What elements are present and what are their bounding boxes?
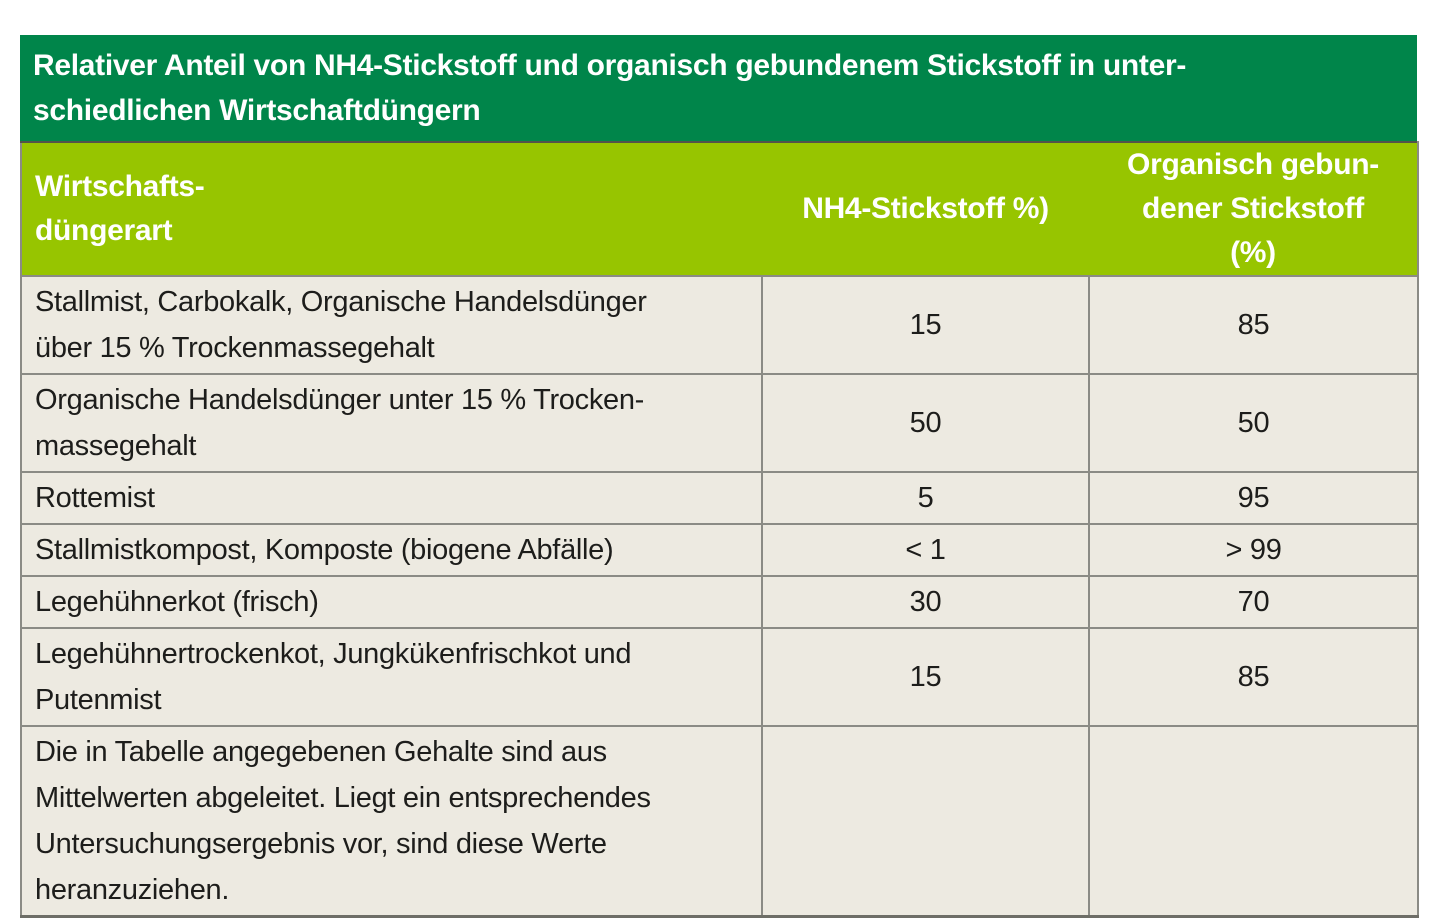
fertilizer-type-cell: Organische Handelsdünger unter 15 % Troc… [20, 373, 763, 473]
fertilizer-type-cell: Legehühnerkot (frisch) [20, 575, 763, 629]
table-body: Stallmist, Carbokalk, Organische Handels… [20, 275, 1419, 918]
organic-value-cell: 50 [1088, 373, 1419, 473]
table-row: Legehühnerkot (frisch) 30 70 [20, 575, 1419, 629]
table-row: Stallmistkompost, Komposte (biogene Abfä… [20, 523, 1419, 577]
table-header: Wirtschafts- düngerart NH4-Stickstoff %)… [21, 142, 1418, 276]
table-row: Legehühnertrockenkot, Jungkükenfrischkot… [20, 627, 1419, 727]
nh4-value-cell: < 1 [761, 523, 1090, 577]
data-table: Wirtschafts- düngerart NH4-Stickstoff %)… [20, 141, 1419, 918]
organic-value-cell: 85 [1088, 275, 1419, 375]
table-row: Stallmist, Carbokalk, Organische Handels… [20, 275, 1419, 375]
header-row: Wirtschafts- düngerart NH4-Stickstoff %)… [21, 142, 1418, 276]
fertilizer-type-cell: Legehühnertrockenkot, Jungkükenfrischkot… [20, 627, 763, 727]
nh4-value-cell: 5 [761, 471, 1090, 525]
fertilizer-type-cell: Stallmistkompost, Komposte (biogene Abfä… [20, 523, 763, 577]
column-header-fertilizer-type: Wirtschafts- düngerart [21, 142, 762, 276]
fertilizer-type-cell: Stallmist, Carbokalk, Organische Handels… [20, 275, 763, 375]
organic-value-cell: 85 [1088, 627, 1419, 727]
fertilizer-type-cell: Die in Tabelle angegebenen Gehalte sind … [20, 725, 763, 918]
column-header-organic-nitrogen: Organisch gebun- dener Stickstoff (%) [1089, 142, 1418, 276]
nh4-value-cell: 50 [761, 373, 1090, 473]
nh4-value-cell: 30 [761, 575, 1090, 629]
organic-value-cell: 95 [1088, 471, 1419, 525]
organic-value-cell: 70 [1088, 575, 1419, 629]
fertilizer-nitrogen-table: Relativer Anteil von NH4-Stickstoff und … [20, 35, 1419, 918]
organic-value-cell [1088, 725, 1419, 918]
nh4-value-cell: 15 [761, 627, 1090, 727]
table-title: Relativer Anteil von NH4-Stickstoff und … [20, 35, 1417, 141]
table-row: Organische Handelsdünger unter 15 % Troc… [20, 373, 1419, 473]
nh4-value-cell: 15 [761, 275, 1090, 375]
table-row: Die in Tabelle angegebenen Gehalte sind … [20, 725, 1419, 918]
fertilizer-type-cell: Rottemist [20, 471, 763, 525]
organic-value-cell: > 99 [1088, 523, 1419, 577]
nh4-value-cell [761, 725, 1090, 918]
column-header-nh4-nitrogen: NH4-Stickstoff %) [762, 142, 1089, 276]
table-row: Rottemist 5 95 [20, 471, 1419, 525]
